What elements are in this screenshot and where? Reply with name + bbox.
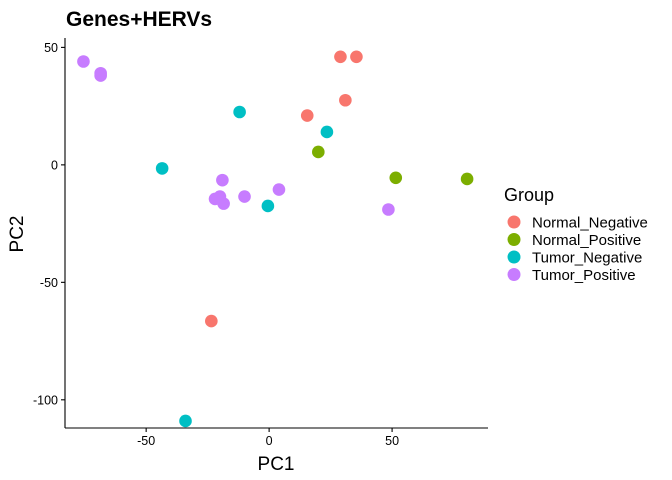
data-point — [155, 162, 169, 175]
series-normal-positive — [312, 145, 474, 186]
legend-label: Tumor_Positive — [532, 267, 636, 284]
data-point — [460, 172, 474, 186]
legend-label: Tumor_Negative — [532, 250, 642, 267]
series-normal-negative — [205, 50, 363, 328]
data-point — [382, 203, 395, 216]
data-point — [339, 93, 352, 107]
data-point — [233, 105, 246, 119]
legend-swatch — [507, 250, 521, 264]
data-points — [77, 50, 474, 428]
data-point — [261, 199, 275, 213]
series-tumor-negative — [155, 105, 334, 428]
legend-swatch — [507, 233, 521, 246]
data-point — [300, 109, 314, 122]
legend-swatch — [507, 268, 521, 281]
data-point — [350, 50, 363, 64]
legend-label: Normal_Positive — [532, 232, 641, 249]
series-tumor-positive — [77, 55, 395, 216]
data-point — [238, 190, 251, 203]
data-point — [205, 314, 218, 328]
data-point — [179, 414, 192, 428]
x-tick-label: 50 — [385, 434, 399, 448]
data-point — [320, 125, 334, 139]
data-point — [94, 69, 107, 82]
data-point — [389, 171, 403, 185]
legend: Group Normal_NegativeNormal_PositiveTumo… — [504, 185, 648, 284]
data-point — [334, 50, 347, 64]
data-point — [216, 173, 229, 187]
y-tick-label: -50 — [40, 276, 58, 290]
y-tick-label: 0 — [51, 158, 58, 172]
chart-title: Genes+HERVs — [66, 8, 212, 31]
legend-title: Group — [504, 185, 554, 205]
data-point — [312, 145, 325, 159]
legend-swatch — [507, 215, 521, 229]
axes: -50 0 50 50 0 -50 -100 — [33, 38, 488, 448]
data-point — [77, 55, 90, 68]
y-tick-label: -100 — [33, 393, 58, 407]
data-point — [217, 197, 230, 210]
legend-label: Normal_Negative — [532, 215, 648, 232]
y-tick-label: 50 — [44, 41, 58, 55]
x-tick-label: 0 — [266, 434, 273, 448]
x-tick-label: -50 — [137, 434, 155, 448]
y-axis-title: PC2 — [7, 216, 28, 253]
data-point — [272, 183, 286, 196]
x-axis-title: PC1 — [258, 454, 295, 475]
